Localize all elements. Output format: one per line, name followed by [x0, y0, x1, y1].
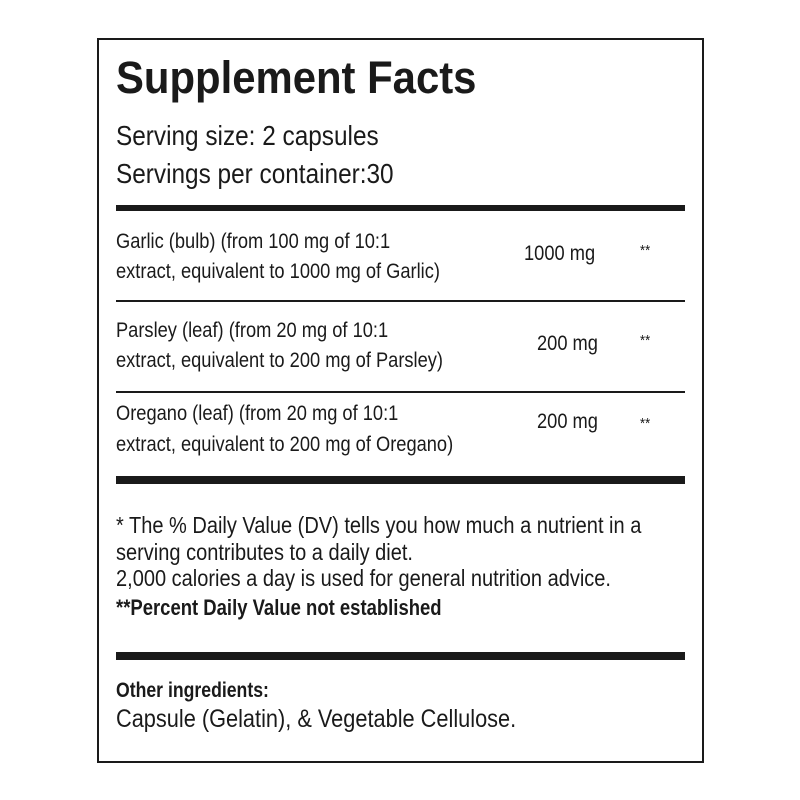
ingredient-description: Oregano (leaf) (from 20 mg of 10:1 — [116, 402, 399, 425]
serving-size: Serving size: 2 capsules — [116, 120, 379, 151]
footnote-line: 2,000 calories a day is used for general… — [116, 565, 611, 591]
footnote-line: serving contributes to a daily diet. — [116, 539, 413, 565]
thick-divider — [116, 476, 685, 484]
thin-divider — [116, 391, 685, 393]
ingredient-amount: 200 mg — [537, 332, 598, 355]
thin-divider — [116, 300, 685, 302]
daily-value: ** — [640, 415, 651, 432]
ingredient-amount: 1000 mg — [524, 242, 596, 265]
daily-value: ** — [640, 332, 651, 349]
footnote-line: * The % Daily Value (DV) tells you how m… — [116, 512, 642, 538]
ingredient-amount: 200 mg — [537, 410, 598, 433]
ingredient-description: extract, equivalent to 200 mg of Oregano… — [116, 433, 454, 456]
footnote-dv-not-established: **Percent Daily Value not established — [116, 595, 442, 620]
other-ingredients-label: Other ingredients: — [116, 679, 269, 702]
servings-per-container: Servings per container:30 — [116, 158, 394, 189]
daily-value: ** — [640, 242, 651, 259]
panel-title: Supplement Facts — [116, 52, 477, 103]
ingredient-description: Parsley (leaf) (from 20 mg of 10:1 — [116, 319, 389, 342]
thick-divider — [116, 205, 685, 211]
thick-divider — [116, 652, 685, 660]
ingredient-description: extract, equivalent to 200 mg of Parsley… — [116, 349, 443, 372]
ingredient-description: extract, equivalent to 1000 mg of Garlic… — [116, 260, 440, 283]
supplement-facts-panel — [97, 38, 704, 763]
ingredient-description: Garlic (bulb) (from 100 mg of 10:1 — [116, 230, 391, 253]
other-ingredients-text: Capsule (Gelatin), & Vegetable Cellulose… — [116, 705, 517, 733]
